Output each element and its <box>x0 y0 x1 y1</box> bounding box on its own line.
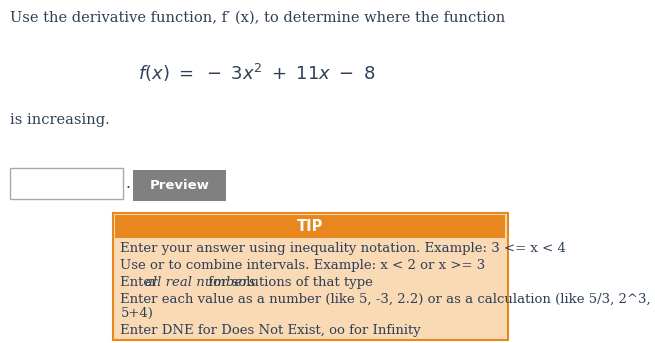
Text: Preview: Preview <box>149 179 210 192</box>
Text: Enter DNE for Does Not Exist, oo for Infinity: Enter DNE for Does Not Exist, oo for Inf… <box>121 324 421 337</box>
Text: TIP: TIP <box>297 219 324 234</box>
Text: .: . <box>126 176 130 191</box>
FancyBboxPatch shape <box>113 213 508 340</box>
Text: 5+4): 5+4) <box>121 307 153 320</box>
FancyBboxPatch shape <box>115 215 505 238</box>
FancyBboxPatch shape <box>134 170 225 201</box>
Text: Enter each value as a number (like 5, -3, 2.2) or as a calculation (like 5/3, 2^: Enter each value as a number (like 5, -3… <box>121 293 651 306</box>
FancyBboxPatch shape <box>10 168 123 199</box>
Text: Use or to combine intervals. Example: x < 2 or x >= 3: Use or to combine intervals. Example: x … <box>121 259 486 272</box>
Text: for solutions of that type: for solutions of that type <box>204 276 373 289</box>
Text: Enter: Enter <box>121 276 162 289</box>
Text: is increasing.: is increasing. <box>10 113 110 127</box>
Text: Use the derivative function, f′ (x), to determine where the function: Use the derivative function, f′ (x), to … <box>10 10 506 24</box>
Text: Enter your answer using inequality notation. Example: 3 <= x < 4: Enter your answer using inequality notat… <box>121 242 567 255</box>
Text: $f(x)\ =\ -\ 3x^2\ +\ 11x\ -\ 8$: $f(x)\ =\ -\ 3x^2\ +\ 11x\ -\ 8$ <box>138 62 375 84</box>
Text: all real numbers: all real numbers <box>145 276 255 289</box>
